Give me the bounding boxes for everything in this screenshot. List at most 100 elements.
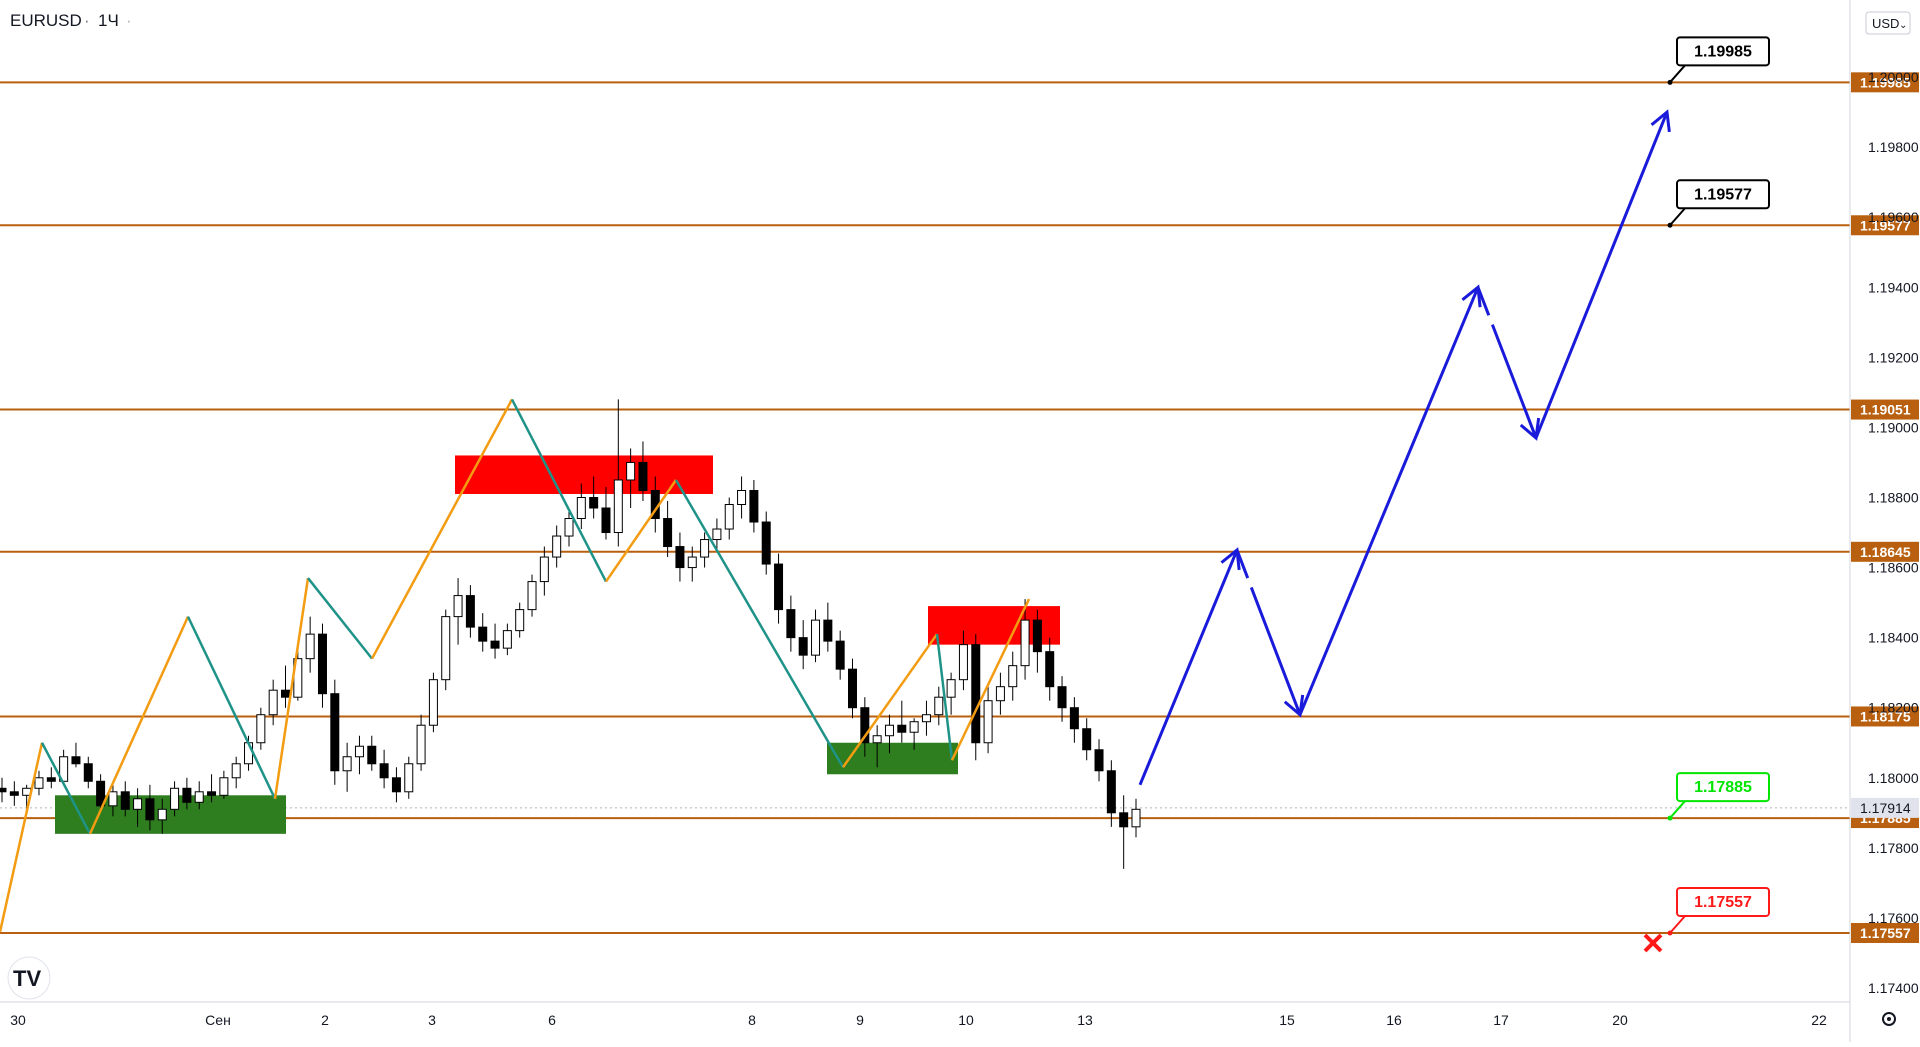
x-tick-label: 22	[1811, 1012, 1827, 1028]
y-tick-label: 1.18600	[1868, 560, 1919, 576]
candle-body	[1119, 812, 1129, 828]
stop-cross-icon	[1643, 933, 1663, 953]
y-tick-label: 1.17400	[1868, 980, 1919, 996]
tradingview-logo[interactable]: TV	[7, 956, 51, 1000]
entry-callout-anchor	[1667, 815, 1673, 821]
forecast-down-arrow	[1235, 549, 1302, 716]
currency-selector[interactable]: USD ⌄	[1865, 11, 1911, 35]
candle-body	[1057, 686, 1067, 709]
stop-callout-text: 1.17557	[1694, 894, 1752, 911]
horizontal-levels: 1.19985 1.19577 1.19051 1.18645 1.18175 1.178…	[0, 72, 1919, 943]
candle-body	[342, 756, 352, 772]
entry-callout-text: 1.17885	[1694, 779, 1752, 796]
zigzag-down-leg	[307, 577, 373, 660]
y-tick-label: 1.19800	[1868, 139, 1919, 155]
candle-body	[576, 496, 586, 520]
candle-body	[687, 556, 697, 569]
candle-body	[613, 479, 623, 534]
candle-body	[589, 496, 599, 509]
candle-body	[1106, 770, 1116, 814]
candle-body	[1008, 665, 1018, 688]
zigzag-down-leg	[186, 616, 277, 800]
candle-body	[1069, 707, 1079, 730]
candle-body	[194, 791, 204, 803]
y-tick-label: 1.18000	[1868, 770, 1919, 786]
settings-gear-ring[interactable]	[1882, 1012, 1896, 1026]
target-callout-text: 1.19577	[1694, 186, 1752, 203]
candle-body	[552, 535, 562, 558]
interval-label[interactable]: 1Ч	[98, 11, 119, 30]
candle-body	[749, 489, 759, 523]
level-price-text: 1.19577	[1860, 217, 1911, 233]
candle-body	[1131, 808, 1141, 828]
zigzag-up-leg	[0, 742, 44, 933]
level-price-text: 1.18175	[1860, 708, 1911, 724]
supply-zone	[455, 455, 713, 494]
level-price-tag	[1851, 541, 1919, 562]
forecast-arrowhead	[1650, 109, 1671, 133]
demand-zone	[827, 742, 958, 775]
candle-body	[995, 686, 1005, 702]
chevron-down-icon[interactable]: ⌄	[1899, 20, 1907, 31]
y-tick-label: 1.18800	[1868, 489, 1919, 505]
candle-body	[774, 563, 784, 611]
settings-icon[interactable]	[1882, 1012, 1896, 1026]
target-callout-text: 1.19985	[1694, 43, 1752, 60]
currency-button[interactable]: USD	[1872, 16, 1899, 31]
forecast-down-arrow	[1476, 286, 1538, 439]
y-tick-label: 1.17800	[1868, 840, 1919, 856]
candle-body	[564, 518, 574, 537]
y-tick-label: 1.20000	[1868, 69, 1919, 85]
candle-body	[823, 619, 833, 642]
level-price-tag	[1851, 215, 1919, 236]
candle-body	[108, 791, 118, 807]
candlestick-series	[0, 399, 1141, 869]
x-tick-label: 16	[1386, 1012, 1402, 1028]
x-tick-label: 13	[1077, 1012, 1093, 1028]
candle-body	[539, 556, 549, 583]
level-price-tag	[1851, 399, 1919, 420]
candle-body	[811, 619, 821, 656]
candle-body	[133, 798, 143, 810]
current-price-tag	[1851, 797, 1919, 818]
level-price-text: 1.19051	[1860, 402, 1911, 418]
candle-body	[897, 724, 907, 733]
candle-body	[872, 735, 882, 744]
currency-button-frame[interactable]	[1865, 11, 1911, 35]
candle-body	[317, 633, 327, 695]
x-tick-label: 20	[1612, 1012, 1628, 1028]
candle-body	[465, 595, 475, 628]
candle-body	[231, 763, 241, 779]
forecast-path	[1138, 109, 1671, 786]
header-dot: ·	[126, 11, 132, 30]
candle-body	[268, 689, 278, 716]
x-tick-label: 15	[1279, 1012, 1295, 1028]
header-separator: ·	[84, 11, 90, 30]
candle-body	[490, 640, 500, 649]
target-callout-box	[1676, 36, 1770, 67]
y-tick-label: 1.19000	[1868, 419, 1919, 435]
zigzag-up-leg	[950, 598, 1031, 761]
y-tick-label: 1.18200	[1868, 700, 1919, 716]
candle-body	[761, 521, 771, 565]
entry-callout-box	[1676, 772, 1770, 803]
candle-body	[958, 644, 968, 681]
candle-body	[724, 504, 734, 530]
candle-body	[1045, 651, 1055, 688]
y-tick-label: 1.19400	[1868, 279, 1919, 295]
logo-circle[interactable]	[7, 956, 51, 1000]
candle-body	[515, 609, 525, 632]
candle-body	[281, 689, 290, 698]
candle-body	[367, 745, 377, 765]
x-tick-label: 30	[10, 1012, 26, 1028]
candle-body	[9, 791, 19, 796]
candle-body	[330, 693, 340, 772]
zigzag-up-leg	[88, 616, 190, 835]
symbol-label[interactable]: EURUSD	[10, 11, 82, 30]
candle-body	[700, 539, 710, 558]
x-tick-label: 6	[548, 1012, 556, 1028]
candle-body	[441, 616, 451, 681]
